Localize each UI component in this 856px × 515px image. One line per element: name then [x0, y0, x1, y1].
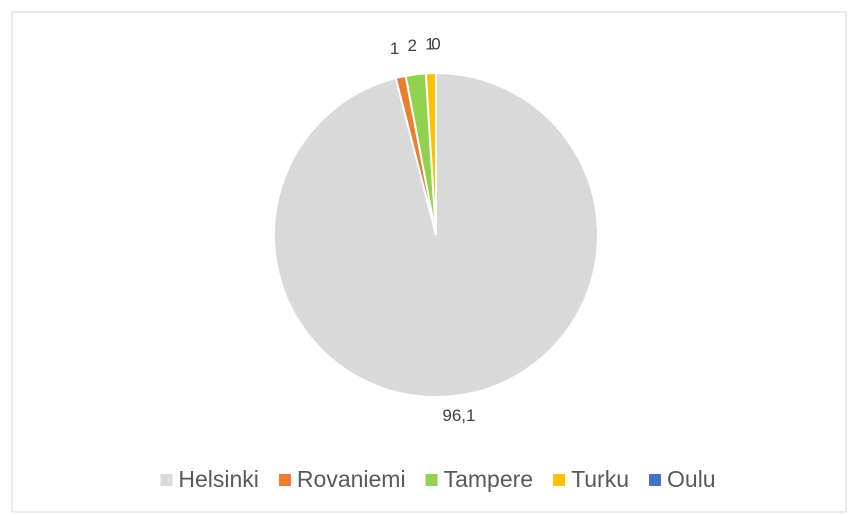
data-label: 0	[431, 34, 440, 53]
legend-marker	[278, 474, 291, 486]
legend-label: Rovaniemi	[297, 466, 406, 492]
legend-marker	[553, 474, 566, 486]
data-label: 96,1	[442, 406, 475, 425]
data-label: 1	[390, 39, 399, 58]
data-label: 1	[425, 35, 434, 54]
legend-label: Oulu	[667, 466, 716, 492]
legend-marker	[649, 474, 662, 486]
legend-label: Turku	[571, 466, 629, 492]
legend-label: Helsinki	[178, 466, 259, 492]
legend-label: Tampere	[444, 466, 533, 492]
data-label: 2	[407, 36, 416, 55]
legend-marker	[425, 474, 438, 486]
legend-marker	[160, 474, 173, 486]
